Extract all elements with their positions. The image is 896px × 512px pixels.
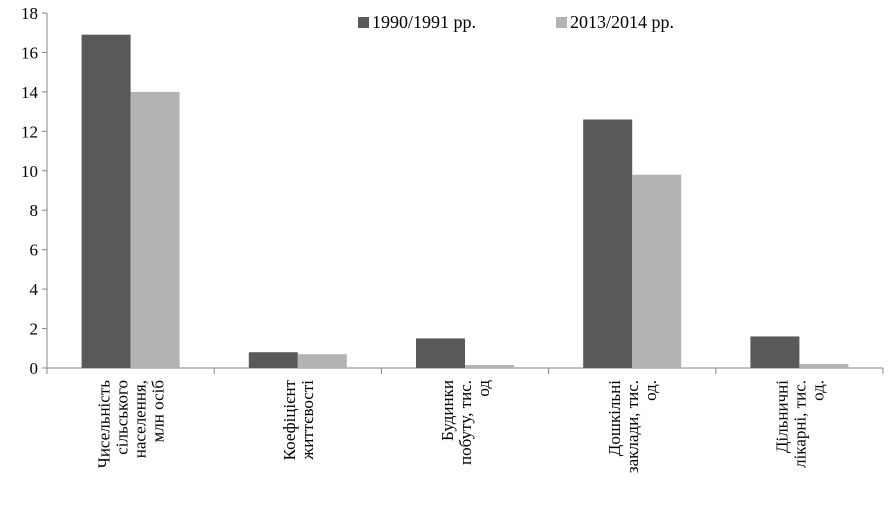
legend-swatch [358,17,369,28]
x-category-label-line: населення, [131,380,150,458]
x-category-label-line: од. [808,380,827,401]
bar-series-2-cat-3 [465,365,514,368]
x-category-label-line: Будинки [438,380,457,441]
y-tick-label: 16 [21,43,38,62]
y-tick-label: 12 [21,122,38,141]
y-tick-label: 2 [30,320,39,339]
legend-swatch [556,17,567,28]
legend-label: 2013/2014 рр. [570,12,674,32]
x-category-label-line: Коефіцієнт [280,379,299,460]
x-category-label-line: життєвості [298,380,317,461]
bars [81,34,849,368]
y-tick-label: 8 [30,201,39,220]
x-category-label: Коефіцієнт життєвості [280,379,317,460]
x-category-label-line: од [474,380,493,397]
y-tick-label: 18 [21,4,38,23]
bar-series-2-cat-2 [297,354,347,368]
bar-series-1-cat-5 [750,336,800,368]
x-category-label-line: Дошкільні [605,380,624,457]
x-category-label-line: заклади, тис. [623,380,642,473]
x-category-label: Дошкільні заклади, тис. од. [605,380,660,473]
x-category-label-line: побуту, тис. [456,380,475,465]
y-tick-label: 6 [30,241,39,260]
x-category-label-line: од. [641,380,660,401]
x-category-label-line: Дільничні [772,380,791,453]
x-category-label-line: сільського [113,380,132,455]
bar-series-1-cat-1 [81,34,131,368]
x-category-label-line: Чисельність [95,380,114,468]
bar-series-2-cat-4 [632,174,682,368]
x-category-labels: Чисельність сільського населення, млн осіб К… [95,379,828,473]
bar-series-1-cat-4 [583,119,633,368]
bar-series-1-cat-2 [248,352,298,368]
legend-label: 1990/1991 рр. [372,12,476,32]
legend: 1990/1991 рр. 2013/2014 рр. [358,12,674,32]
x-category-label: Дільничні лікарні, тис. од. [772,380,827,468]
x-category-label-line: лікарні, тис. [790,380,809,468]
bar-series-1-cat-3 [416,338,465,368]
y-tick-labels: 0 2 4 6 8 10 12 14 16 18 [21,4,39,378]
x-category-label: Чисельність сільського населення, млн осіб [95,380,168,468]
bar-series-2-cat-1 [130,91,180,368]
y-tick-label: 10 [21,162,38,181]
y-tick-label: 14 [21,83,39,102]
y-tick-label: 0 [30,359,39,378]
bar-series-2-cat-5 [799,364,849,368]
y-tick-label: 4 [30,280,39,299]
x-category-label: Будинки побуту, тис. од [438,380,493,465]
x-category-label-line: млн осіб [149,380,168,442]
